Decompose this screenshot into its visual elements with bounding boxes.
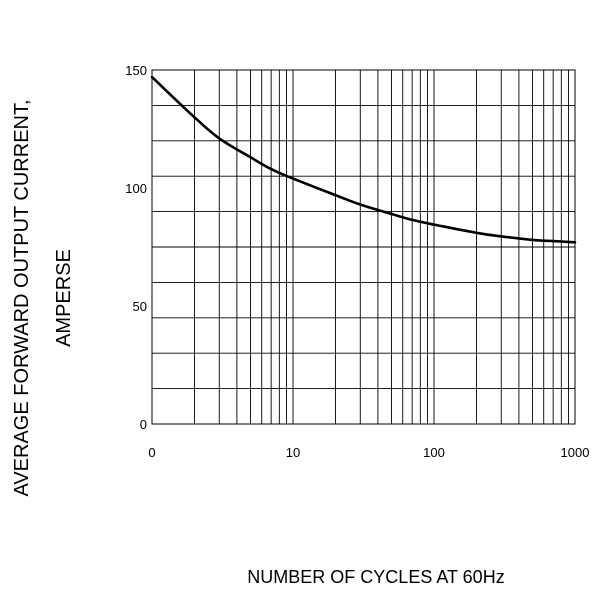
plot-frame	[151, 69, 576, 425]
x-tick-label: 10	[286, 445, 300, 460]
y-tick-label: 50	[133, 299, 147, 314]
y-tick-label: 150	[125, 63, 147, 78]
x-tick-label: 1000	[561, 445, 590, 460]
y-axis-label-line2: AMPERSE	[53, 249, 75, 347]
x-tick-label: 100	[423, 445, 445, 460]
y-axis-label-line1: AVERAGE FORWARD OUTPUT CURRENT,	[11, 99, 33, 496]
tick-labels: 0 10 100 1000 0 50 100 150	[125, 63, 589, 460]
series-line-current	[150, 75, 577, 244]
y-tick-label: 0	[140, 417, 147, 432]
x-axis-label: NUMBER OF CYCLES AT 60Hz	[247, 567, 504, 587]
y-axis-label: AVERAGE FORWARD OUTPUT CURRENT, AMPERSE	[11, 99, 75, 496]
y-tick-label: 100	[125, 181, 147, 196]
grid	[152, 70, 575, 424]
x-tick-label: 0	[148, 445, 155, 460]
